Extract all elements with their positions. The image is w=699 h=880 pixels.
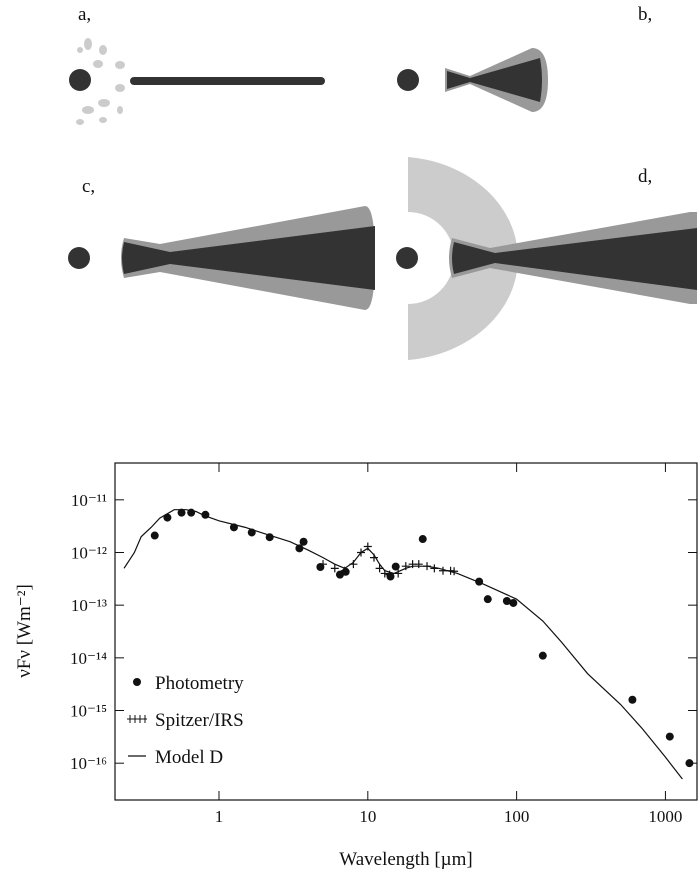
panel-label: b, bbox=[638, 4, 652, 25]
y-tick-label: 10⁻¹⁶ bbox=[70, 754, 107, 773]
photometry-point bbox=[177, 508, 186, 517]
star bbox=[397, 69, 419, 91]
star bbox=[68, 247, 90, 269]
disk-midplane bbox=[447, 58, 542, 102]
plot-frame bbox=[114, 462, 698, 801]
panel-label: a, bbox=[78, 4, 91, 25]
photometry-point bbox=[685, 759, 694, 768]
cross-marker bbox=[330, 564, 339, 573]
y-tick-label: 10⁻¹⁵ bbox=[70, 702, 107, 721]
photometry-point bbox=[509, 598, 518, 607]
y-tick-label: 10⁻¹¹ bbox=[71, 491, 107, 510]
cross-marker bbox=[414, 560, 423, 569]
photometry-point bbox=[628, 695, 637, 704]
y-tick-label: 10⁻¹⁴ bbox=[70, 649, 107, 668]
thin-disk bbox=[130, 77, 325, 85]
photometry-point bbox=[391, 562, 400, 571]
photometry-point bbox=[538, 651, 547, 660]
x-tick-label: 10 bbox=[359, 807, 376, 826]
photometry-point bbox=[299, 537, 308, 546]
x-tick-label: 100 bbox=[504, 807, 530, 826]
legend-marker bbox=[127, 715, 147, 723]
legend-label: Spitzer/IRS bbox=[155, 710, 244, 731]
x-tick-label: 1000 bbox=[648, 807, 682, 826]
y-tick-label: 10⁻¹² bbox=[71, 543, 107, 562]
x-tick-label: 1 bbox=[215, 807, 224, 826]
photometry-point bbox=[295, 544, 304, 553]
legend-label: Photometry bbox=[155, 673, 244, 694]
y-axis-label: νFν [Wm⁻²] bbox=[14, 584, 35, 678]
photometry-point bbox=[665, 732, 674, 741]
photometry-point bbox=[502, 596, 511, 605]
schematics: a, b, c, d, bbox=[68, 4, 697, 360]
star bbox=[69, 69, 91, 91]
legend-label: Model D bbox=[155, 747, 223, 768]
panel-label: d, bbox=[638, 166, 652, 187]
photometry-point bbox=[418, 535, 427, 544]
photometry-point bbox=[150, 531, 159, 540]
photometry-point bbox=[483, 595, 492, 604]
photometry-point bbox=[341, 567, 350, 576]
photometry-point bbox=[163, 513, 172, 522]
model-line bbox=[123, 509, 683, 780]
disk-midplane bbox=[452, 228, 697, 290]
star bbox=[396, 247, 418, 269]
photometry-point bbox=[316, 563, 325, 572]
legend-marker bbox=[133, 678, 141, 686]
cross-marker bbox=[319, 560, 328, 569]
x-axis-label: Wavelength [µm] bbox=[339, 849, 472, 870]
disk-midplane bbox=[122, 226, 375, 290]
dust-clumps bbox=[76, 38, 125, 125]
y-tick-label: 10⁻¹³ bbox=[71, 596, 107, 615]
panel-label: c, bbox=[82, 176, 95, 197]
cross-marker bbox=[363, 542, 372, 551]
